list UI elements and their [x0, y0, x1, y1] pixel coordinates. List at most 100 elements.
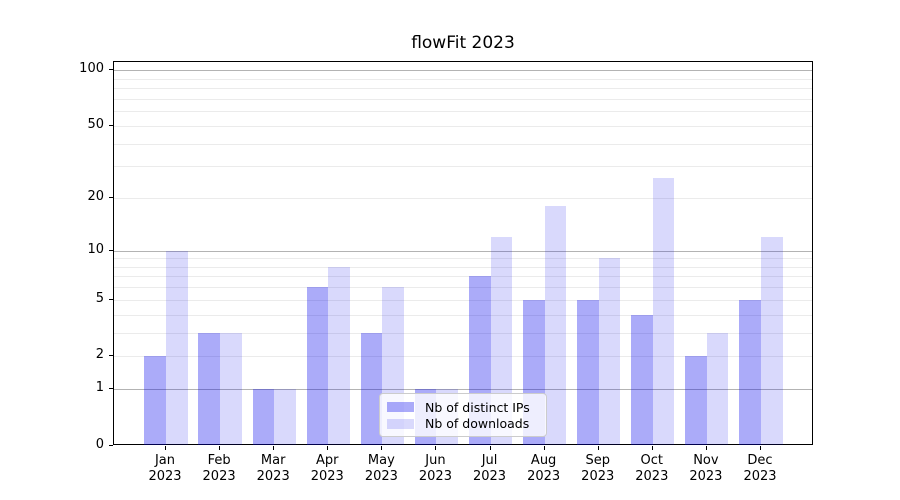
x-tick-label: Jun 2023 [407, 453, 463, 485]
x-tick-year: 2023 [689, 468, 723, 484]
legend-swatch-downloads [387, 418, 414, 429]
gridline-minor [114, 143, 812, 145]
bar-nb-of-distinct-ips-oct-2023 [631, 314, 653, 446]
y-tick-mark [109, 355, 113, 357]
x-tick-month: Dec [747, 452, 773, 468]
gridline-minor [114, 198, 812, 200]
bar-nb-of-distinct-ips-sep-2023 [577, 299, 599, 446]
y-tick-label: 100 [79, 61, 104, 77]
x-tick-label: Jul 2023 [462, 453, 518, 485]
y-tick-mark [109, 444, 113, 446]
y-tick-mark [109, 249, 113, 251]
x-tick-month: May [367, 452, 395, 468]
gridline-minor [114, 276, 812, 278]
x-tick-mark [651, 445, 653, 450]
bar-nb-of-distinct-ips-may-2023 [360, 332, 383, 446]
x-tick-month: Sep [585, 452, 610, 468]
gridline-minor [114, 299, 812, 301]
x-tick-mark [435, 445, 437, 450]
gridline-minor [114, 78, 812, 80]
plot-area: Nb of distinct IPs Nb of downloads [113, 61, 813, 446]
x-tick-mark [273, 445, 275, 450]
bar-nb-of-downloads-dec-2023 [760, 237, 783, 446]
x-tick-year: 2023 [310, 468, 344, 484]
x-tick-label: Jan 2023 [137, 453, 193, 485]
x-tick-label: Nov 2023 [678, 453, 734, 485]
x-tick-label: Oct 2023 [624, 453, 680, 485]
bar-nb-of-downloads-mar-2023 [274, 389, 296, 446]
x-tick-label: Aug 2023 [516, 453, 572, 485]
y-tick-mark [109, 298, 113, 300]
x-tick-year: 2023 [418, 468, 452, 484]
y-tick-mark [109, 197, 113, 199]
bar-nb-of-distinct-ips-apr-2023 [306, 287, 329, 446]
x-tick-mark [165, 445, 166, 450]
chart-title: flowFit 2023 [411, 33, 515, 53]
gridline-minor [114, 314, 812, 316]
x-tick-label: Sep 2023 [570, 453, 626, 485]
gridline-minor [114, 287, 812, 289]
legend-label-downloads: Nb of downloads [425, 416, 530, 432]
x-tick-mark [759, 445, 761, 450]
legend-item-downloads: Nb of downloads [387, 416, 538, 432]
legend-item-distinct-ips: Nb of distinct IPs [387, 399, 538, 415]
x-tick-year: 2023 [202, 468, 236, 484]
x-tick-label: Feb 2023 [191, 453, 247, 485]
legend: Nb of distinct IPs Nb of downloads [379, 393, 547, 437]
bar-nb-of-downloads-jan-2023 [166, 250, 188, 446]
x-tick-year: 2023 [527, 468, 561, 484]
y-tick-label: 20 [87, 189, 104, 205]
x-tick-year: 2023 [148, 468, 182, 484]
gridline-minor [114, 266, 812, 268]
gridline-minor [114, 125, 812, 127]
y-tick-mark [109, 388, 113, 390]
x-tick-mark [705, 445, 707, 450]
bar-nb-of-distinct-ips-feb-2023 [198, 332, 221, 446]
bar-nb-of-downloads-oct-2023 [652, 177, 675, 446]
bar-nb-of-downloads-apr-2023 [328, 266, 350, 446]
x-tick-label: Apr 2023 [299, 453, 355, 485]
x-tick-month: Jul [481, 452, 498, 468]
x-tick-year: 2023 [256, 468, 290, 484]
gridline-major [114, 250, 812, 252]
y-tick-label: 1 [95, 380, 104, 396]
gridline-minor [114, 332, 812, 334]
y-tick-mark [109, 69, 113, 71]
x-tick-label: May 2023 [353, 453, 409, 485]
y-tick-label: 0 [95, 436, 104, 452]
x-tick-label: Mar 2023 [245, 453, 301, 485]
bar-nb-of-downloads-aug-2023 [544, 206, 567, 446]
gridline-minor [114, 88, 812, 90]
bar-nb-of-distinct-ips-mar-2023 [252, 389, 275, 446]
bar-nb-of-distinct-ips-nov-2023 [685, 356, 707, 446]
gridline-minor [114, 356, 812, 358]
x-tick-year: 2023 [581, 468, 615, 484]
x-tick-mark [381, 445, 383, 450]
legend-swatch-distinct-ips [387, 402, 414, 413]
y-tick-label: 10 [87, 241, 104, 257]
gridline-minor [114, 99, 812, 101]
x-tick-mark [543, 445, 545, 450]
x-tick-month: Jun [425, 452, 446, 468]
bar-nb-of-distinct-ips-jan-2023 [144, 356, 166, 446]
gridline-minor [114, 258, 812, 260]
x-tick-year: 2023 [364, 468, 398, 484]
x-tick-year: 2023 [472, 468, 507, 484]
bar-nb-of-downloads-sep-2023 [598, 258, 621, 446]
x-tick-mark [597, 445, 599, 450]
x-tick-month: Nov [693, 452, 719, 468]
x-tick-month: Apr [316, 452, 339, 468]
x-tick-label: Dec 2023 [732, 453, 788, 485]
x-tick-mark [219, 445, 221, 450]
x-tick-month: Oct [640, 452, 664, 468]
gridline-major [114, 70, 812, 72]
x-tick-month: Jan [154, 452, 176, 468]
bar-nb-of-downloads-nov-2023 [706, 332, 729, 446]
y-tick-label: 5 [95, 290, 104, 306]
x-tick-month: Aug [530, 452, 557, 468]
x-tick-year: 2023 [635, 468, 669, 484]
x-tick-mark [489, 445, 491, 450]
gridline-minor [114, 166, 812, 168]
legend-label-distinct-ips: Nb of distinct IPs [425, 399, 530, 415]
